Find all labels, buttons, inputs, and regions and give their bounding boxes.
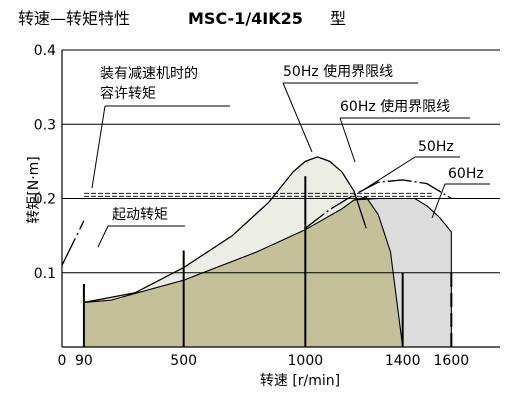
chart-fills — [83, 156, 452, 347]
y-axis-label: 转矩[N·m] — [26, 156, 42, 223]
x-axis-label: 转速 [r/min] — [260, 373, 340, 389]
leader-starting-torque — [97, 225, 109, 248]
chart-model: MSC-1/4IK25 — [188, 9, 303, 28]
x-tick-label: 1000 — [288, 353, 324, 369]
chart-model-suffix: 型 — [330, 9, 346, 28]
chart-gridlines — [62, 49, 500, 274]
chart-frame — [61, 50, 500, 348]
leader-permissible-torque — [91, 105, 106, 189]
series-line-60hz-limit — [304, 179, 452, 229]
annotation-60hz-limit: 60Hz 使用界限线 — [340, 98, 450, 115]
chart-title: 转速—转矩特性 — [18, 9, 130, 28]
x-tick-label: 1400 — [385, 353, 421, 369]
chart-tick-labels: 0 90 500 1000 1400 1600 0.1 0.2 0.3 0.4 — [34, 43, 469, 369]
leader-50hz-limit — [282, 82, 313, 153]
leader-60hz — [431, 183, 446, 219]
annotation-permissible-torque-1: 装有减速机时的 — [100, 66, 198, 82]
y-tick-label: 0.1 — [34, 266, 56, 282]
leader-50hz — [359, 156, 416, 193]
starting-torque-line — [61, 220, 85, 266]
annotation-permissible-torque-2: 容许转矩 — [100, 85, 156, 102]
annotation-50hz: 50Hz — [418, 139, 454, 155]
x-tick-label: 500 — [170, 353, 197, 369]
annotation-starting-torque: 起动转矩 — [112, 207, 168, 223]
series-line-50hz-limit — [83, 156, 367, 304]
chart-series-lines — [61, 156, 452, 348]
y-tick-label: 0.3 — [34, 117, 56, 133]
y-tick-label: 0.4 — [34, 43, 56, 59]
x-tick-label: 0 — [58, 353, 67, 369]
leader-60hz-limit — [339, 117, 356, 163]
annotation-50hz-limit: 50Hz 使用界限线 — [283, 63, 393, 80]
fill-50hz-zone — [83, 197, 403, 347]
x-tick-label: 90 — [75, 353, 93, 369]
y-tick-label: 0.2 — [34, 192, 56, 208]
series-line-60hz — [341, 197, 452, 347]
x-tick-label: 1600 — [434, 353, 470, 369]
annotation-60hz: 60Hz — [448, 166, 484, 182]
